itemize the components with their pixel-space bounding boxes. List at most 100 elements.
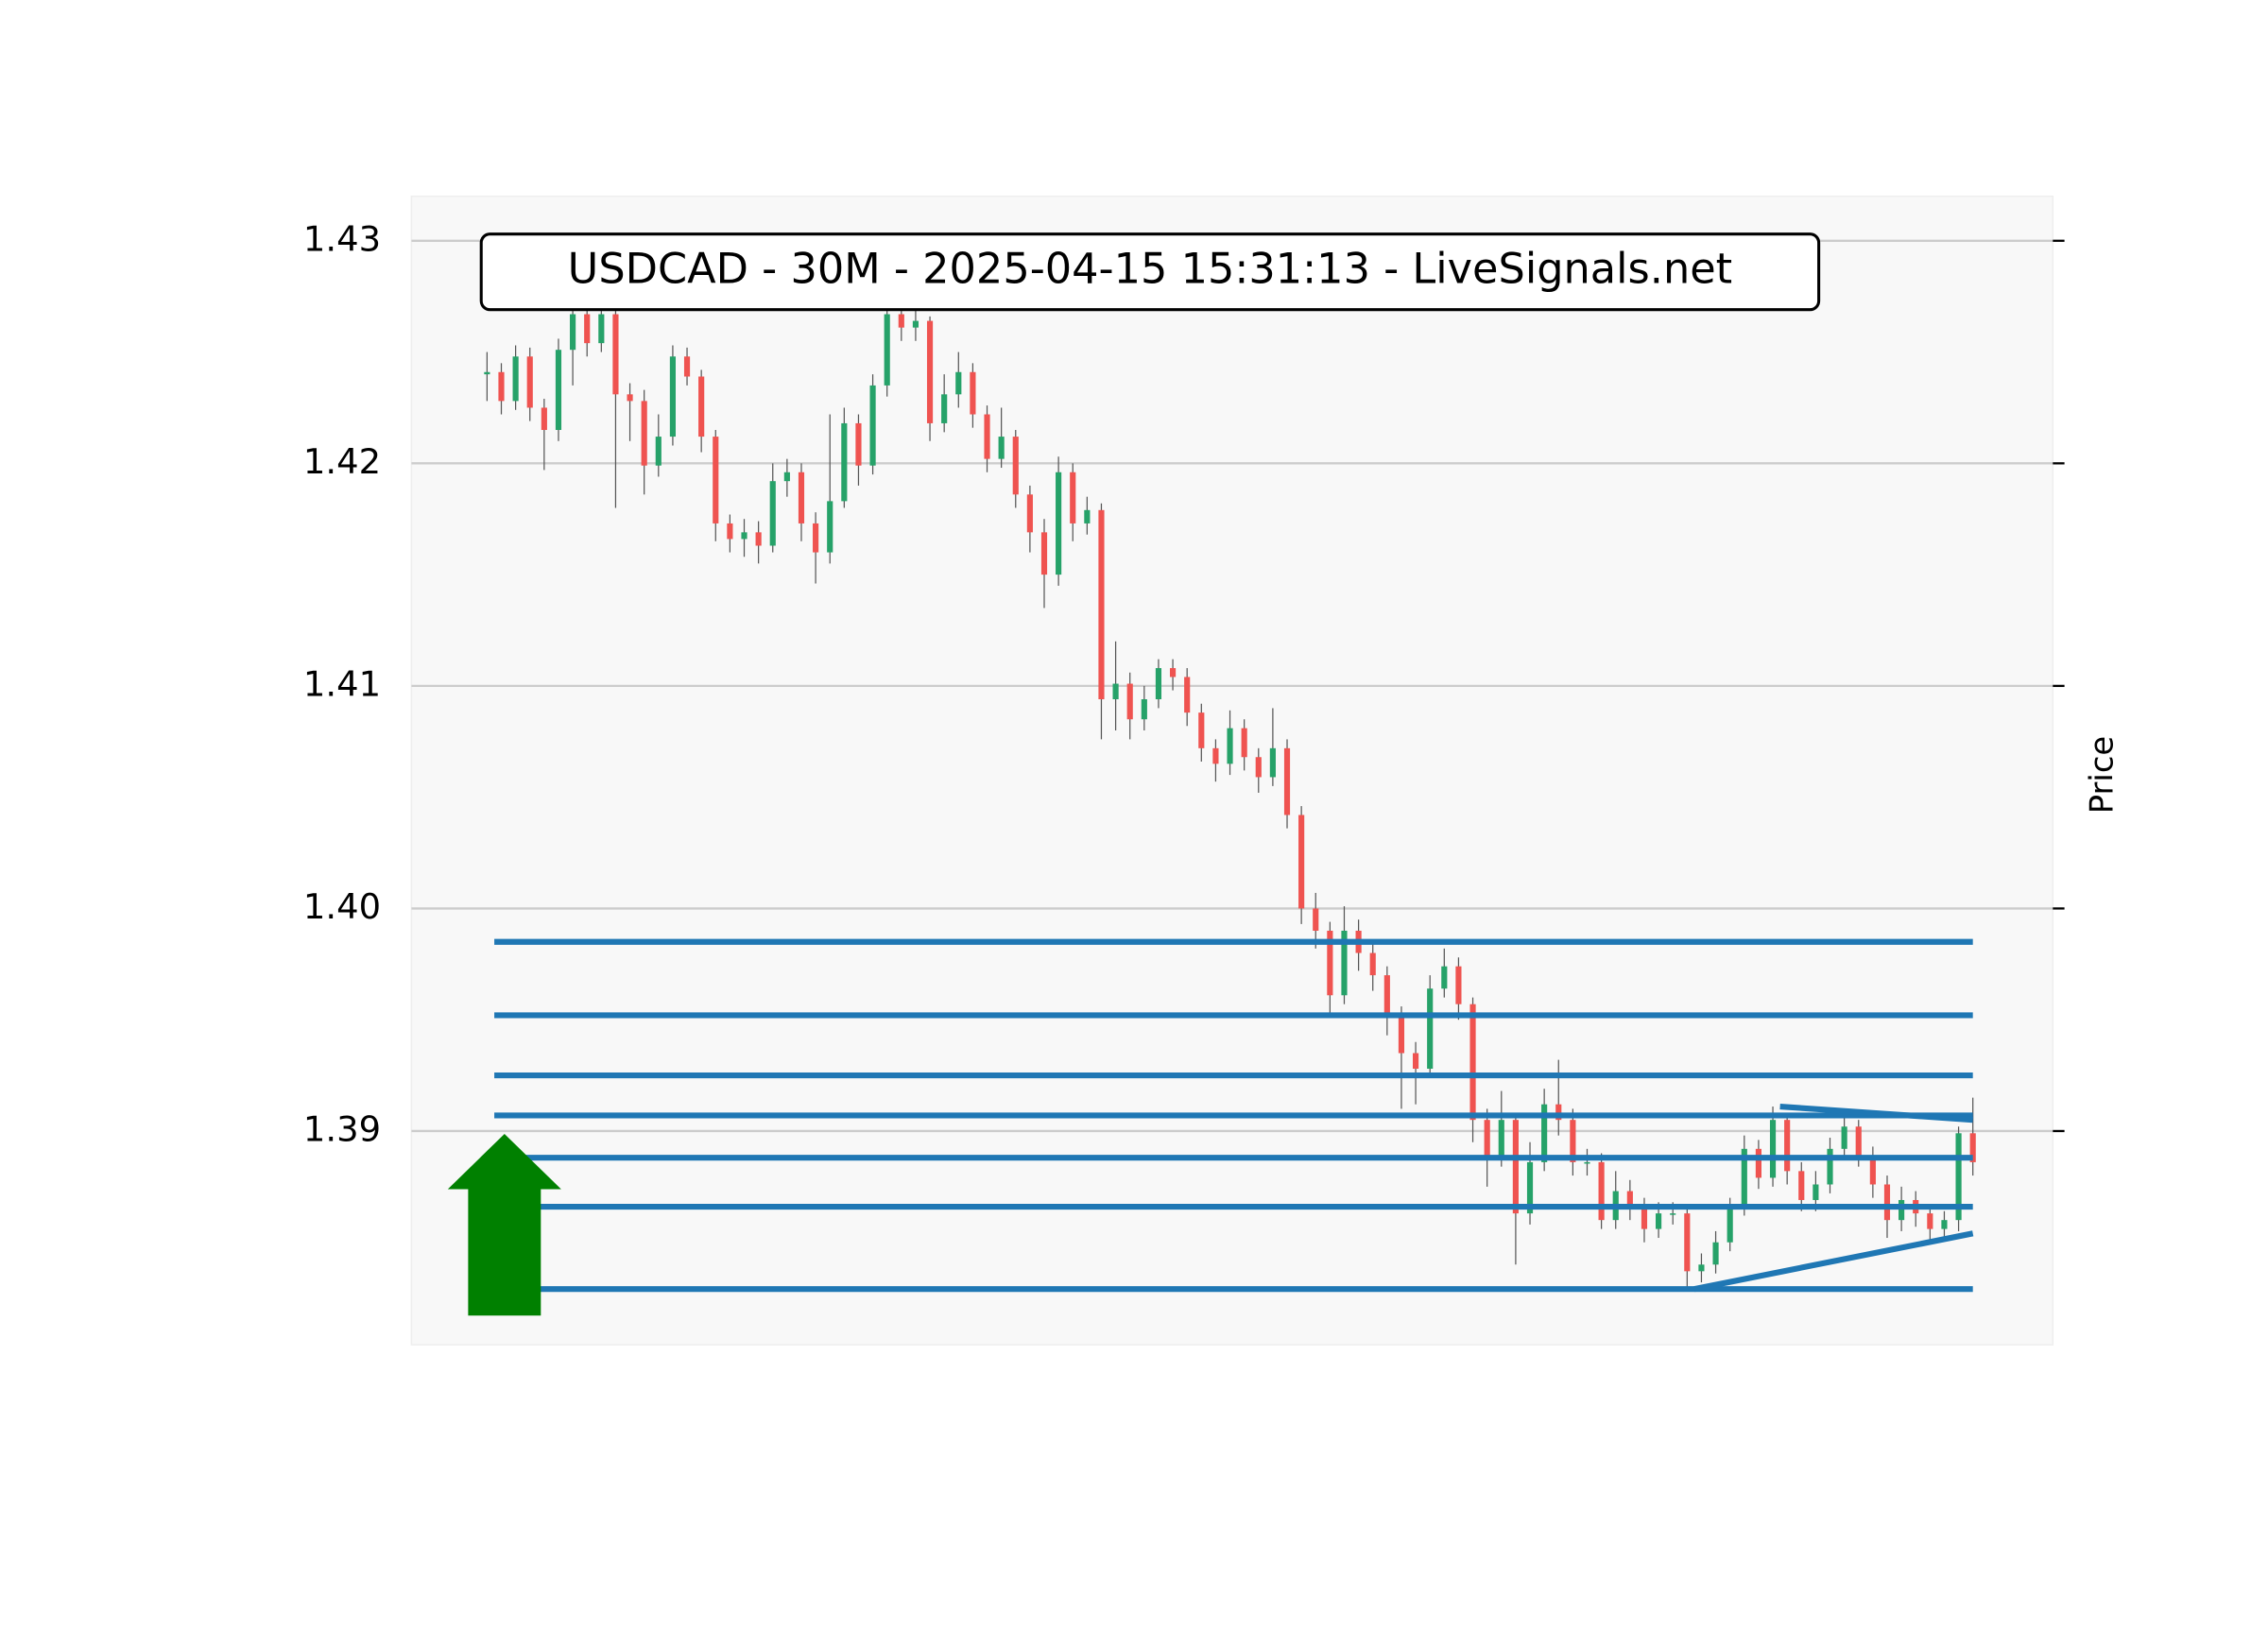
candle-body [1541, 1104, 1548, 1162]
candle-body [1712, 1242, 1719, 1265]
candle-body [1570, 1120, 1576, 1162]
y-tick-label: 1.41 [303, 663, 381, 704]
y-tick-label: 1.39 [303, 1108, 381, 1149]
candle-body [1070, 472, 1076, 523]
candle-body [1040, 532, 1048, 575]
candle-body [1727, 1207, 1733, 1243]
candle-body [1283, 747, 1291, 815]
candle-body [1841, 1126, 1847, 1149]
signal-arrow [447, 1134, 561, 1316]
candle-body [1413, 1053, 1419, 1070]
candle-body [1212, 747, 1219, 764]
candle-body [641, 401, 647, 466]
candle-body [855, 422, 862, 466]
candle-body [1056, 472, 1062, 575]
candle-body [741, 532, 747, 540]
candle-body [1598, 1161, 1605, 1221]
candle-body [1656, 1213, 1662, 1229]
candle-body [1341, 930, 1348, 996]
candle-body [1641, 1207, 1648, 1229]
candle-body [1927, 1213, 1933, 1229]
candle-body [1855, 1126, 1862, 1156]
y-axis-label: Price [2084, 736, 2121, 815]
candle-body [1269, 747, 1276, 778]
candle-body [1026, 494, 1033, 533]
candle-body [1684, 1213, 1691, 1272]
candle-body [1455, 966, 1462, 1004]
candle-body [1899, 1199, 1905, 1221]
candle-body [1883, 1184, 1891, 1221]
candle-body [783, 472, 790, 482]
candle-body [1526, 1161, 1534, 1214]
candle-body [1369, 952, 1376, 976]
candle-body [555, 350, 562, 431]
candle-body [798, 472, 805, 523]
candle-body [1241, 728, 1247, 758]
candle-body [1198, 712, 1205, 748]
candle-body [1941, 1220, 1948, 1229]
candle-body [1441, 966, 1448, 989]
candle-body [1313, 908, 1319, 931]
candle-body [1155, 668, 1162, 700]
candle-body [884, 314, 890, 386]
candle-body [1670, 1213, 1676, 1215]
candle-body [713, 437, 719, 523]
plot: 1.39 1.40 1.41 1.42 1.43 [303, 218, 2065, 1293]
candle-body [1084, 509, 1091, 523]
candle-body [1626, 1191, 1633, 1208]
candle-body [869, 385, 876, 466]
candle-body [1469, 1004, 1476, 1121]
candle-body [984, 414, 990, 459]
candle-body [1427, 988, 1434, 1070]
candle-body [1827, 1148, 1833, 1185]
candle-body [1755, 1148, 1761, 1178]
candle-body [1784, 1120, 1791, 1172]
candle-body [1327, 930, 1333, 996]
candle-body [827, 501, 833, 553]
candle-body [755, 532, 762, 546]
candle-body [1769, 1120, 1777, 1178]
candle-body [955, 371, 962, 395]
candle-body [1484, 1120, 1490, 1156]
candle-body [1741, 1148, 1747, 1208]
candle-body [941, 394, 948, 423]
y-tick-label: 1.42 [303, 441, 381, 482]
candle-body [1813, 1184, 1819, 1200]
candle-body [1869, 1155, 1876, 1185]
y-tick-label: 1.43 [303, 218, 381, 259]
candle-body [1398, 1017, 1405, 1054]
trend-line [1693, 1230, 1974, 1293]
candle-body [1112, 683, 1119, 700]
candle-body [998, 437, 1005, 459]
candle-body [1298, 815, 1305, 909]
plot-area [410, 195, 2054, 1346]
candle-body [926, 320, 934, 423]
candle-body [1555, 1104, 1562, 1121]
candle-body [598, 314, 605, 344]
candle-body [1698, 1264, 1705, 1272]
candle-body [1498, 1120, 1504, 1156]
candle-body [498, 371, 505, 402]
candle-body [612, 314, 619, 395]
candle-body [1126, 683, 1133, 720]
candle-body [769, 481, 776, 546]
candle-body [655, 437, 662, 466]
candle-body [669, 356, 676, 438]
candle-body [627, 394, 633, 402]
candle-body [1098, 509, 1105, 700]
candle-body [1955, 1133, 1962, 1221]
candle-body [970, 371, 976, 415]
candle-body [570, 314, 576, 351]
candle-body [1255, 757, 1262, 778]
candle-body [541, 407, 547, 431]
candle-body [898, 314, 904, 328]
title-box [479, 232, 1821, 312]
candle-body [1383, 975, 1390, 1018]
candle-body [698, 376, 705, 438]
candle-body [912, 320, 919, 328]
candle-body [727, 523, 733, 540]
candle-body [1969, 1133, 1976, 1162]
candle-body [1184, 677, 1191, 713]
trend-line [1779, 1103, 1973, 1124]
